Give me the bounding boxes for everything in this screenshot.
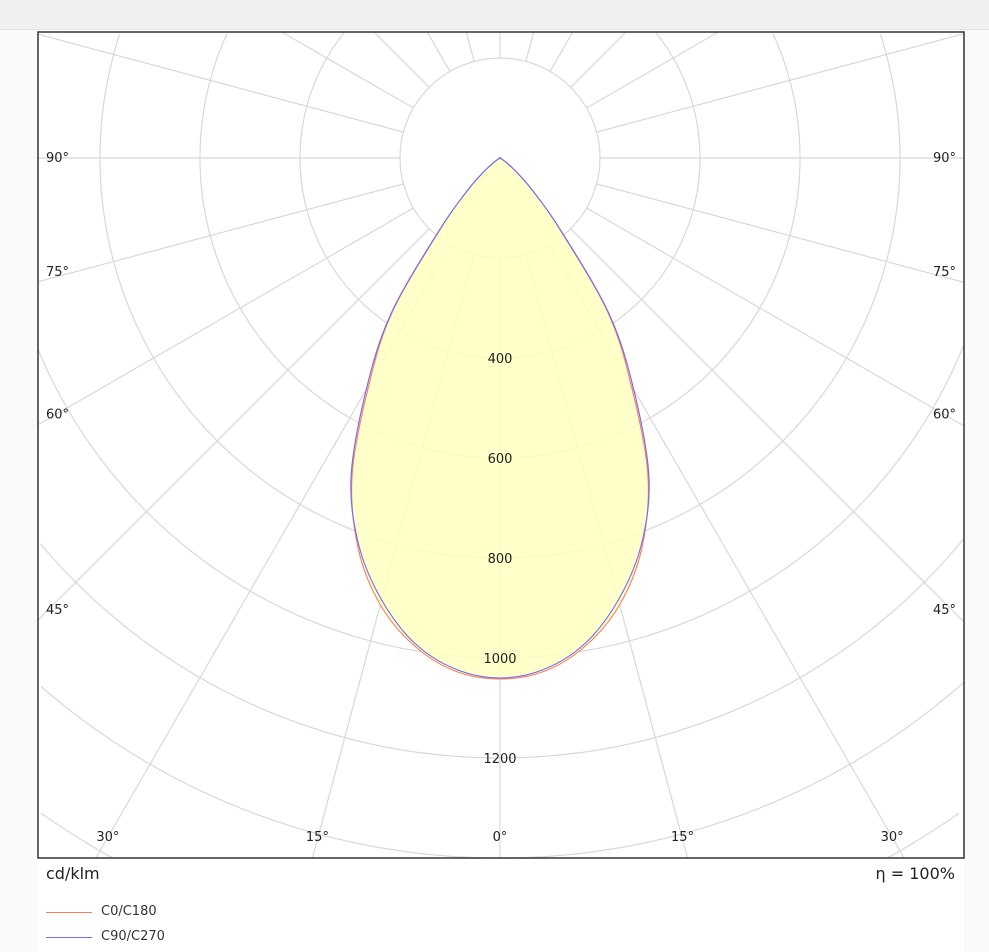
grid-radial-line	[586, 31, 719, 109]
radial-tick-label: 1000	[483, 652, 516, 667]
angle-label-right: 90°	[933, 151, 956, 166]
grid-radial-line	[281, 31, 414, 109]
angle-label-right: 15°	[671, 830, 694, 845]
legend-item-c90: C90/C270	[46, 929, 165, 945]
angle-label-center: 0°	[493, 830, 508, 845]
grid-radial-line	[586, 207, 965, 427]
legend-item-c0: C0/C180	[46, 904, 157, 920]
grid-radial-line	[426, 31, 451, 72]
radial-tick-label: 800	[488, 552, 513, 567]
top-bar	[0, 0, 989, 30]
angle-label-left: 15°	[306, 830, 329, 845]
unit-label: cd/klm	[46, 864, 100, 883]
grid-circle	[500, 681, 965, 859]
grid-radial-line	[570, 31, 627, 88]
grid-circle	[500, 539, 964, 759]
angle-label-right: 60°	[933, 408, 956, 423]
angle-label-left: 60°	[46, 408, 69, 423]
grid-circle	[39, 543, 500, 759]
legend-swatch	[46, 936, 92, 938]
chart-frame	[37, 31, 965, 859]
grid-radial-line	[549, 31, 574, 72]
grid-circle	[40, 685, 500, 859]
grid-radial-line	[596, 33, 965, 133]
grid-radial-line	[37, 207, 414, 426]
angle-label-right: 75°	[933, 265, 956, 280]
angle-label-left: 75°	[46, 265, 69, 280]
angle-label-left: 30°	[96, 830, 119, 845]
plot-area: 400 600 800 1000 1200	[37, 31, 965, 859]
radial-tick-label: 400	[488, 352, 513, 367]
grid-radial-line	[373, 31, 430, 88]
angle-label-right: 45°	[933, 603, 956, 618]
grid-circle	[500, 345, 965, 659]
grid-radial-line	[37, 228, 430, 621]
grid-radial-line	[37, 33, 404, 133]
grid-radial-line	[465, 31, 475, 62]
angle-label-left: 45°	[46, 603, 69, 618]
grid-radial-line	[525, 31, 535, 62]
angle-label-right: 30°	[881, 830, 904, 845]
radial-tick-label: 600	[488, 452, 513, 467]
legend-label: C90/C270	[101, 929, 165, 944]
polar-intensity-chart: 400 600 800 1000 1200 90° 90° 75° 75° 60° 60° 45° 45…	[37, 31, 965, 859]
efficiency-label: η = 100%	[875, 864, 955, 883]
intensity-fill	[351, 157, 649, 680]
grid-radial-line	[596, 183, 965, 283]
series-curve-c90-c270	[350, 157, 650, 679]
angle-label-left: 90°	[46, 151, 69, 166]
legend-swatch	[46, 911, 92, 913]
grid-radial-line	[570, 228, 965, 623]
legend-label: C0/C180	[101, 904, 157, 919]
radial-tick-label: 1200	[483, 752, 516, 767]
grid-circle	[37, 349, 500, 659]
grid-radial-line	[37, 183, 404, 283]
